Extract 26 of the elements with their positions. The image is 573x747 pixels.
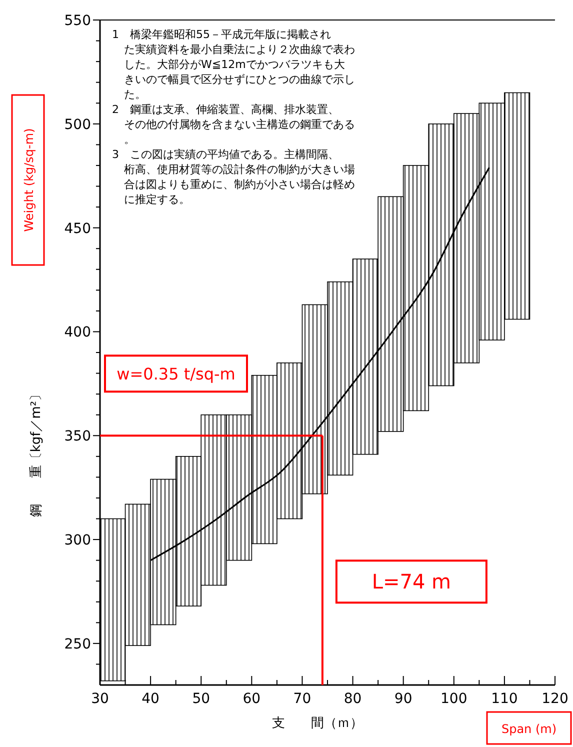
y-tick-label: 500 bbox=[64, 116, 91, 133]
x-tick-label: 50 bbox=[192, 691, 210, 707]
x-axis-title: 支 間（ｍ） bbox=[272, 716, 363, 731]
x-tick-label: 60 bbox=[242, 691, 261, 707]
x-tick-label: 100 bbox=[440, 691, 468, 707]
annotation: 1 橋梁年鑑昭和55－平成元年版に掲載された実績資料を最小自乗法により２次曲線で表わした。大部分がW≦12mでかつバラツキも大きいので幅員で区分せずにひとつの曲線で示した。 bbox=[112, 28, 355, 101]
y-tick-label: 350 bbox=[64, 428, 91, 445]
text: Weight (kg/sq-m) bbox=[22, 128, 36, 232]
x-tick-label: 30 bbox=[91, 691, 109, 707]
x-tick-label: 70 bbox=[293, 691, 312, 707]
y-tick-label: 400 bbox=[64, 324, 91, 341]
x-tick-label: 90 bbox=[394, 691, 412, 707]
x-tick-label: 110 bbox=[491, 691, 518, 707]
annotation: 3 この図は実績の平均値である。主構間隔、桁高、使用材質等の設計条件の制約が大きい場合は図よりも重めに、制約が小さい場合は軽めに推定する。 bbox=[112, 148, 355, 206]
y-tick-label: 550 bbox=[64, 13, 91, 29]
text: Span (m) bbox=[501, 722, 557, 736]
annotation: 2 鋼重は支承、伸縮装置、高欄、排水装置、その他の付属物を含まない主構造の鋼重である。 bbox=[112, 103, 355, 146]
x-tick-label: 40 bbox=[142, 691, 160, 707]
y-axis-title: 鋼 重〔kgf／m²〕 bbox=[29, 388, 44, 518]
ref-line-label: w=0.35 t/sq-m bbox=[116, 364, 236, 384]
x-tick-label: 120 bbox=[542, 691, 568, 707]
y-tick-label: 300 bbox=[64, 532, 91, 549]
y-tick-label: 250 bbox=[64, 636, 91, 652]
ref-line-label: L=74 m bbox=[372, 570, 452, 594]
x-tick-label: 80 bbox=[344, 691, 362, 707]
y-tick-label: 450 bbox=[64, 220, 91, 237]
